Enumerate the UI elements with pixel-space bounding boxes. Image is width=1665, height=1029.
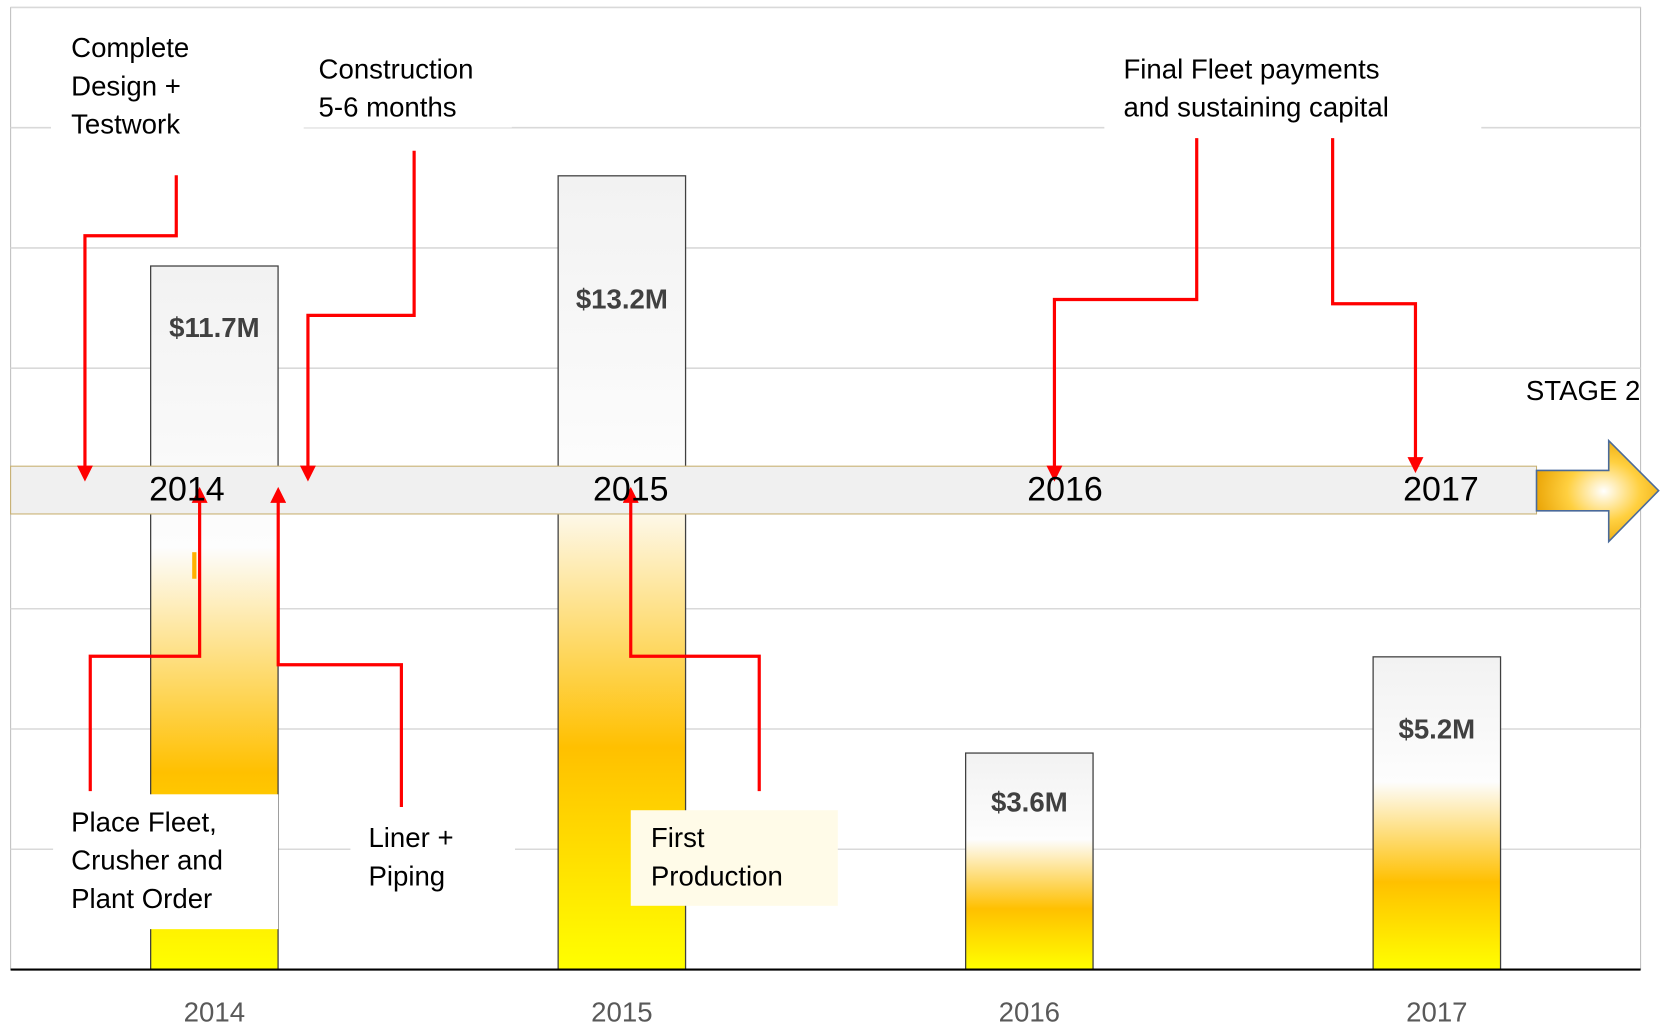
value-label: $13.2M bbox=[576, 283, 668, 314]
annotation: Testwork bbox=[71, 109, 180, 140]
label-backing bbox=[630, 810, 838, 906]
annotation-arrow bbox=[88, 486, 208, 792]
annotation-arrow bbox=[1331, 138, 1424, 474]
annotation-arrow bbox=[270, 486, 403, 808]
value-label: $3.6M bbox=[991, 786, 1068, 817]
x-tick-label: 2017 bbox=[1406, 996, 1467, 1027]
timeline-arrow bbox=[1535, 438, 1660, 544]
timeline-label: 2015 bbox=[593, 471, 669, 509]
label-backing bbox=[350, 817, 516, 898]
annotation-arrow bbox=[1046, 138, 1199, 482]
bar bbox=[1372, 656, 1502, 971]
annotation: Design + bbox=[71, 70, 181, 101]
timeline-label: 2017 bbox=[1403, 471, 1479, 509]
x-tick-label: 2015 bbox=[591, 996, 652, 1027]
annotation: Place Fleet, bbox=[71, 806, 217, 837]
annotation: Production bbox=[651, 860, 783, 891]
label-backing bbox=[299, 50, 512, 128]
annotation: and sustaining capital bbox=[1123, 92, 1388, 123]
annotation: Liner + bbox=[368, 822, 453, 853]
value-label: $11.7M bbox=[169, 312, 260, 343]
annotation-arrow bbox=[299, 150, 416, 482]
annotation: Crusher and bbox=[71, 845, 223, 876]
annotation: Complete bbox=[71, 32, 189, 63]
timeline-bar bbox=[10, 465, 1538, 515]
annotation: Plant Order bbox=[71, 883, 212, 914]
annotation: First bbox=[651, 822, 705, 853]
annotation: 5-6 months bbox=[319, 92, 457, 123]
label-backing bbox=[50, 29, 304, 130]
x-tick-label: 2016 bbox=[999, 996, 1060, 1027]
value-label: $5.2M bbox=[1398, 713, 1475, 744]
marker bbox=[192, 552, 197, 579]
label-backing bbox=[1104, 50, 1482, 130]
annotation-arrow bbox=[76, 175, 178, 482]
timeline-label: 2016 bbox=[1027, 471, 1103, 509]
annotation-arrow bbox=[622, 486, 761, 792]
bar bbox=[964, 752, 1094, 971]
annotation: Piping bbox=[368, 860, 445, 891]
annotation: Construction bbox=[319, 53, 474, 84]
timeline-label: 2014 bbox=[149, 471, 225, 509]
stage-label: STAGE 2 bbox=[1526, 375, 1641, 406]
x-tick-label: 2014 bbox=[184, 996, 245, 1027]
annotation: Final Fleet payments bbox=[1123, 53, 1379, 84]
label-backing bbox=[53, 794, 279, 930]
